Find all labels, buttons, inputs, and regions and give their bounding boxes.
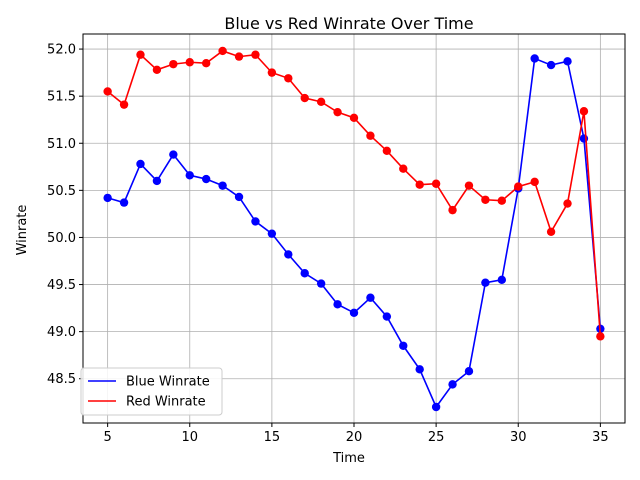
blue-winrate-point bbox=[366, 293, 375, 302]
x-tick-label: 5 bbox=[103, 430, 111, 445]
blue-winrate-point bbox=[431, 402, 441, 412]
blue-winrate-point bbox=[316, 279, 326, 288]
red-winrate-point bbox=[300, 93, 309, 103]
legend-box bbox=[80, 367, 223, 416]
red-winrate-point bbox=[579, 107, 589, 116]
red-winrate-point bbox=[514, 182, 523, 191]
legend: Blue Winrate Red Winrate bbox=[80, 367, 223, 416]
y-axis-label: Winrate bbox=[15, 205, 30, 256]
blue-winrate-point bbox=[103, 193, 112, 203]
blue-winrate-legend-label: Blue Winrate bbox=[126, 375, 210, 390]
blue-winrate-point bbox=[481, 278, 490, 287]
red-winrate-point bbox=[415, 180, 424, 189]
red-winrate-point bbox=[497, 196, 507, 205]
red-winrate-point bbox=[251, 50, 260, 59]
red-winrate-point bbox=[201, 58, 211, 68]
x-tick-label: 15 bbox=[264, 430, 281, 445]
chart-title: Blue vs Red Winrate Over Time bbox=[224, 14, 473, 33]
x-axis-label: Time bbox=[332, 451, 365, 466]
blue-winrate-point bbox=[563, 57, 572, 66]
red-winrate-point bbox=[284, 74, 293, 83]
y-axis-ticks: 48.5 49.0 49.5 50.0 50.5 51.0 51.5 52.0 bbox=[47, 43, 83, 387]
red-winrate-point bbox=[349, 113, 359, 123]
red-winrate-point bbox=[431, 179, 441, 188]
blue-winrate-point bbox=[169, 150, 178, 159]
x-tick-label: 20 bbox=[346, 430, 363, 445]
blue-winrate-point bbox=[267, 229, 277, 238]
blue-winrate-point bbox=[201, 174, 211, 184]
series-lines bbox=[103, 46, 605, 412]
y-tick-label: 52.0 bbox=[47, 43, 76, 58]
blue-winrate-point bbox=[497, 275, 507, 285]
x-tick-label: 10 bbox=[181, 430, 198, 445]
y-tick-label: 50.0 bbox=[47, 231, 76, 246]
red-winrate-point bbox=[152, 65, 162, 74]
blue-winrate-point bbox=[349, 308, 359, 317]
blue-winrate-point bbox=[152, 176, 162, 186]
red-winrate-point bbox=[234, 52, 244, 61]
blue-winrate-point bbox=[399, 341, 408, 350]
red-winrate-point bbox=[399, 164, 408, 173]
y-tick-label: 51.0 bbox=[47, 137, 76, 152]
red-winrate-point bbox=[596, 332, 605, 341]
blue-winrate-point bbox=[284, 250, 293, 259]
red-winrate-point bbox=[103, 87, 112, 96]
red-winrate-point bbox=[218, 46, 227, 56]
red-winrate-legend-label: Red Winrate bbox=[126, 395, 206, 410]
red-winrate-point bbox=[169, 59, 178, 69]
y-tick-label: 49.0 bbox=[47, 325, 76, 340]
red-winrate-point bbox=[530, 177, 539, 187]
red-winrate-point bbox=[464, 181, 474, 190]
y-tick-label: 50.5 bbox=[47, 184, 76, 199]
red-winrate-point bbox=[185, 58, 194, 67]
blue-winrate-point bbox=[300, 269, 309, 278]
x-axis-ticks: 5 10 15 20 25 30 35 bbox=[103, 423, 609, 445]
blue-winrate-point bbox=[415, 365, 424, 374]
blue-winrate-point bbox=[136, 159, 145, 169]
blue-winrate-point bbox=[218, 181, 227, 190]
red-winrate-point bbox=[119, 100, 129, 109]
blue-winrate-point bbox=[448, 380, 457, 389]
red-winrate-point bbox=[366, 131, 375, 140]
blue-winrate-point bbox=[185, 171, 194, 180]
red-winrate-point bbox=[481, 195, 490, 204]
x-tick-label: 25 bbox=[428, 430, 445, 445]
red-winrate-point bbox=[563, 199, 572, 208]
y-tick-label: 48.5 bbox=[47, 372, 76, 387]
y-tick-label: 49.5 bbox=[47, 278, 76, 293]
red-winrate-point bbox=[382, 146, 392, 155]
red-winrate-point bbox=[448, 205, 457, 215]
blue-winrate-point bbox=[234, 192, 244, 202]
red-winrate-point bbox=[267, 68, 277, 77]
y-tick-label: 51.5 bbox=[47, 90, 76, 105]
x-tick-label: 35 bbox=[592, 430, 609, 445]
blue-winrate-point bbox=[546, 60, 556, 70]
red-winrate-point bbox=[136, 50, 145, 59]
grid bbox=[83, 34, 625, 423]
blue-winrate-point bbox=[382, 312, 392, 321]
blue-winrate-point bbox=[333, 300, 342, 309]
blue-winrate-point bbox=[530, 54, 539, 63]
red-winrate-point bbox=[546, 227, 556, 236]
red-winrate-point bbox=[333, 107, 342, 117]
blue-winrate-point bbox=[464, 366, 474, 376]
red-winrate-point bbox=[316, 97, 326, 107]
x-tick-label: 30 bbox=[510, 430, 527, 445]
blue-winrate-point bbox=[119, 198, 129, 207]
blue-winrate-point bbox=[251, 217, 260, 226]
